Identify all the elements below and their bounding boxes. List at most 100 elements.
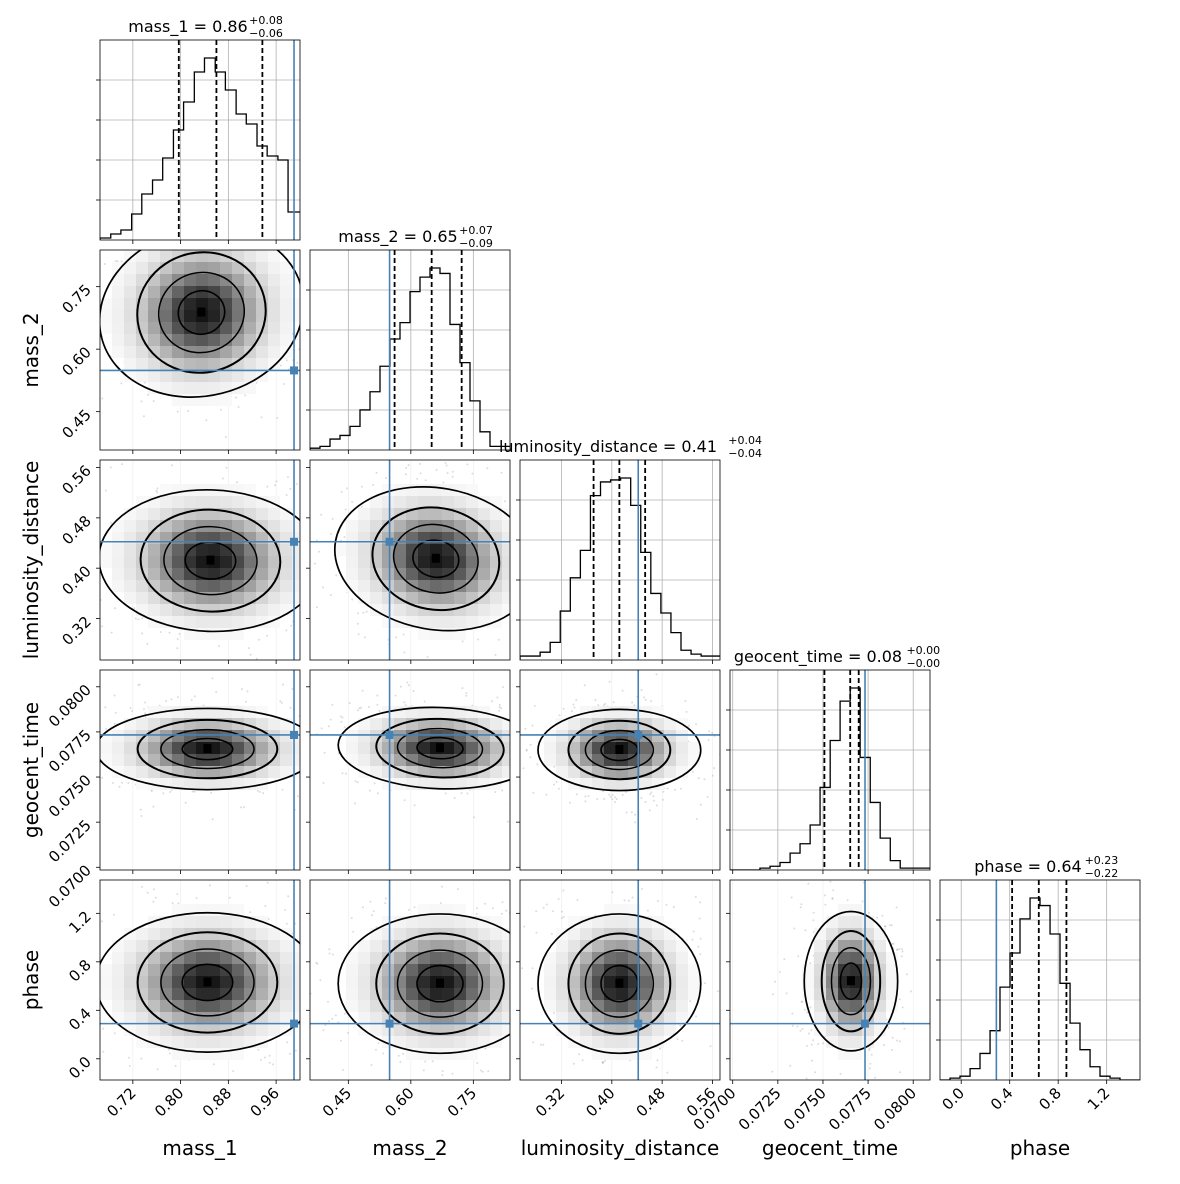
y-tick-label: 0.32 [58,613,94,649]
sample-point [471,473,473,475]
density-cell [184,976,196,988]
density-cell [100,310,112,322]
sample-point [80,400,82,402]
sample-point [425,479,427,481]
density-cell [256,988,268,1000]
sample-point [514,536,516,538]
density-cell [172,496,184,508]
density-cell [232,988,244,1000]
density-cell [256,346,268,358]
sample-point [339,562,341,564]
sample-point [614,796,616,798]
sample-point [708,739,710,741]
sample-point [686,711,688,713]
sample-point [97,763,99,765]
sample-point [78,322,80,324]
density-cell [244,286,256,298]
density-cell [244,358,256,370]
sample-point [290,625,292,627]
density-cell [394,496,406,508]
sample-point [326,631,328,633]
sample-point [656,673,658,675]
density-cell [430,496,442,508]
density-cell [172,988,184,1000]
density-cell [220,496,232,508]
sample-point [424,1061,426,1063]
density-cell [148,346,160,358]
title-mass_2-minus: −0.09 [459,237,493,250]
title-luminosity_distance-minus: −0.04 [728,447,762,460]
sample-point [501,472,503,474]
sample-point [408,684,410,686]
sample-point [445,793,447,795]
sample-point [553,784,555,786]
density-cell [394,604,406,616]
density-cell [232,916,244,928]
density-cell [160,556,172,568]
sample-point [209,885,211,887]
histogram-step [730,688,930,870]
sample-point [712,775,714,777]
density-cell [280,310,292,322]
sample-point [545,794,547,796]
sample-point [325,537,327,539]
sample-point [246,885,248,887]
sample-point [332,518,334,520]
sample-point [305,577,307,579]
sample-point [596,798,598,800]
sample-point [281,702,283,704]
sample-point [330,594,332,596]
sample-point [301,1031,303,1033]
density-cell [172,370,184,382]
sample-point [123,240,125,242]
density-cell [196,1048,208,1060]
sample-point [147,892,149,894]
sample-point [634,821,636,823]
sample-point [91,764,93,766]
sample-point [250,654,252,656]
sample-point [346,440,348,442]
sample-point [708,730,710,732]
sample-point [93,1078,95,1080]
density-cell [244,496,256,508]
density-cell [394,706,406,718]
sample-point [50,934,52,936]
sample-point [85,537,87,539]
sample-point [436,469,438,471]
sample-point [286,359,288,361]
density-cell [172,382,184,394]
sample-point [57,545,59,547]
sample-point [145,716,147,718]
sample-point [289,707,291,709]
sample-point [362,906,364,908]
density-cell [220,1048,232,1060]
density-cell [112,346,124,358]
density-cell [640,742,652,754]
density-cell [502,568,514,580]
sample-point [110,522,112,524]
density-cell [220,568,232,580]
sample-point [516,598,518,600]
sample-point [536,708,538,710]
density-cell [100,964,112,976]
density-cell [430,580,442,592]
sample-point [634,704,636,706]
sample-point [466,463,468,465]
sample-point [641,689,643,691]
sample-point [217,218,219,220]
sample-point [498,639,500,641]
sample-point [321,965,323,967]
density-cell [382,604,394,616]
sample-point [342,717,344,719]
sample-point [240,806,242,808]
sample-point [314,563,316,565]
sample-point [317,926,319,928]
sample-point [406,682,408,684]
density-cell [442,580,454,592]
sample-point [696,818,698,820]
density-cell [394,754,406,766]
sample-point [340,715,342,717]
sample-point [302,948,304,950]
